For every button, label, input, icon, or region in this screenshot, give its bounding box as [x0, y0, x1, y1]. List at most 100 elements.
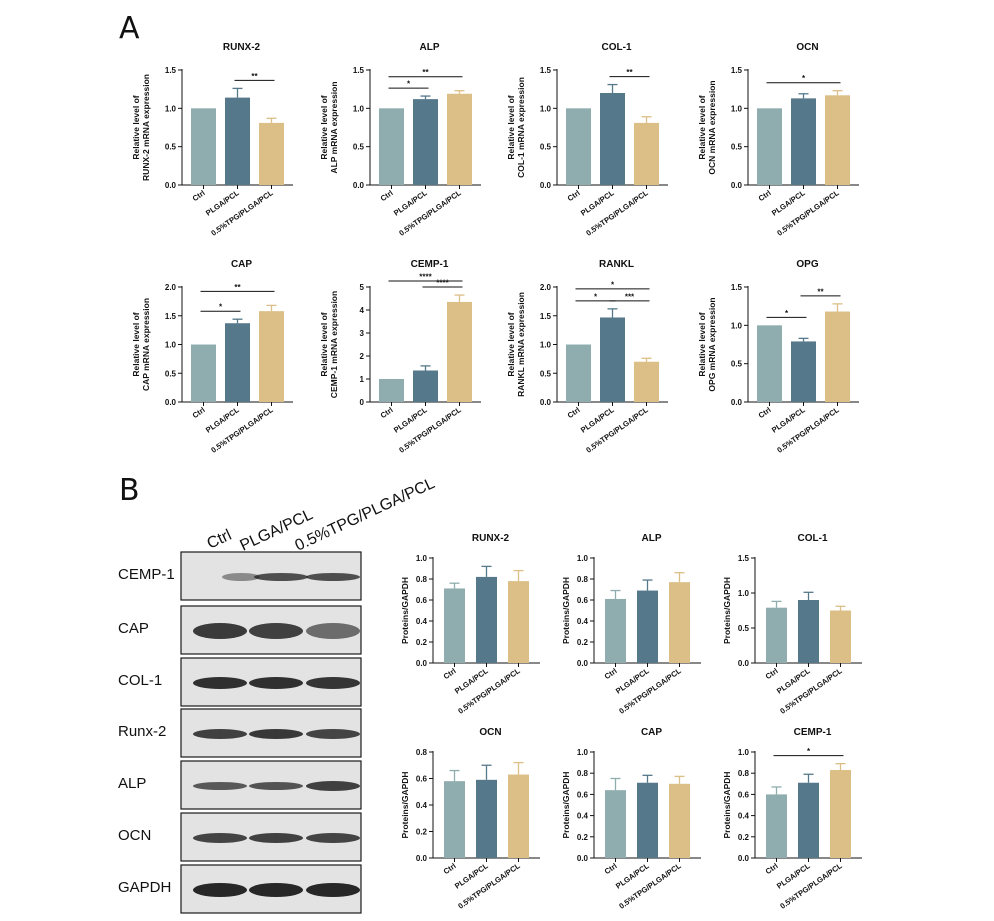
bar-plga-pcl: [476, 576, 497, 663]
blot-row-col-1: COL-1: [118, 657, 362, 707]
y-tick-label: 0.5: [731, 360, 743, 369]
lane-label-ctrl: Ctrl: [205, 527, 235, 553]
chart-cap-12: CAPProteins/GAPDH0.00.20.40.60.81.0CtrlP…: [561, 727, 701, 911]
blot-band: [306, 573, 360, 581]
bar-plga-pcl: [637, 590, 658, 663]
blot-row-runx-2: Runx-2: [118, 708, 362, 758]
blot-label-runx-2: Runx-2: [118, 723, 166, 740]
x-tick-label: Ctrl: [191, 405, 207, 420]
significance-label: **: [251, 72, 258, 81]
lane-label-tpg-plga-pcl: 0.5%TPG/PLGA/PCL: [293, 475, 438, 555]
blot-band: [193, 729, 247, 739]
chart-col-1-10: COL-1Proteins/GAPDH0.00.51.01.5CtrlPLGA/…: [722, 533, 862, 716]
y-tick-label: 0.8: [416, 575, 428, 584]
y-tick-label: 1.5: [540, 312, 552, 321]
y-tick-label: 0.5: [165, 143, 177, 152]
x-tick-label: Ctrl: [442, 861, 458, 876]
chart-opg-7: OPG Relative level ofOPG mRNA expression 0…: [697, 259, 859, 455]
blot-band: [306, 883, 360, 897]
chart-title: COL-1: [798, 533, 828, 544]
bar-ctrl: [566, 344, 591, 402]
y-tick-label: 0.6: [577, 790, 589, 799]
bar-ctrl: [766, 607, 787, 663]
bar-ctrl: [191, 344, 216, 402]
y-tick-label: 1.5: [165, 66, 177, 75]
blot-band: [249, 782, 303, 790]
blot-band: [193, 833, 247, 843]
chart-runx-2-0: RUNX-2 Relative level ofRUNX-2 mRNA expre…: [131, 42, 293, 238]
bar-0-5-tpg-plga-pcl: [825, 95, 850, 185]
significance-label: ****: [419, 273, 432, 282]
bar-plga-pcl: [225, 97, 250, 185]
y-tick-label: 1.0: [353, 104, 365, 113]
significance-label: *: [807, 747, 811, 756]
y-axis-label: Relative level ofALP mRNA expression: [319, 81, 339, 173]
y-tick-label: 4: [360, 306, 365, 315]
blot-band: [306, 729, 360, 739]
y-tick-label: 2.0: [165, 283, 177, 292]
bar-ctrl: [566, 108, 591, 185]
chart-rankl-6: RANKL Relative level ofRANKL mRNA express…: [506, 259, 668, 455]
y-tick-label: 0.5: [540, 143, 552, 152]
y-tick-label: 0.0: [416, 659, 428, 668]
y-axis-label: Proteins/GAPDH: [722, 771, 732, 838]
bar-plga-pcl: [413, 99, 438, 185]
y-tick-label: 2.0: [540, 283, 552, 292]
x-tick-label: Ctrl: [764, 666, 780, 681]
x-tick-label: Ctrl: [566, 405, 582, 420]
y-tick-label: 0.4: [577, 812, 589, 821]
bar-plga-pcl: [476, 779, 497, 858]
y-tick-label: 0.0: [165, 398, 177, 407]
blot-band: [222, 573, 260, 581]
chart-title: RUNX-2: [472, 533, 510, 544]
x-tick-label: 0.5%TPG/PLGA/PCL: [775, 405, 841, 455]
y-tick-label: 3: [360, 329, 365, 338]
y-tick-label: 0.8: [416, 748, 428, 757]
y-tick-label: 0.0: [577, 659, 589, 668]
y-tick-label: 1.0: [540, 104, 552, 113]
x-tick-label: Ctrl: [757, 405, 773, 420]
chart-title: RANKL: [599, 259, 634, 270]
blot-label-alp: ALP: [118, 775, 146, 792]
y-tick-label: 0.8: [738, 769, 750, 778]
y-tick-label: 1.5: [540, 66, 552, 75]
y-tick-label: 1.0: [416, 554, 428, 563]
y-tick-label: 0.4: [416, 801, 428, 810]
y-axis-label: Proteins/GAPDH: [561, 771, 571, 838]
y-tick-label: 0.2: [577, 638, 589, 647]
panel-b-label: B: [119, 473, 140, 508]
y-tick-label: 0.2: [416, 828, 428, 837]
x-tick-label: 0.5%TPG/PLGA/PCL: [209, 405, 275, 455]
y-axis-label: Proteins/GAPDH: [400, 577, 410, 644]
y-tick-label: 0.5: [165, 369, 177, 378]
y-tick-label: 1.0: [731, 104, 743, 113]
bar-0-5-tpg-plga-pcl: [669, 783, 690, 858]
blot-band: [249, 883, 303, 897]
bar-0-5-tpg-plga-pcl: [830, 770, 851, 858]
significance-label: *: [407, 80, 411, 89]
y-tick-label: 0.8: [577, 769, 589, 778]
y-tick-label: 0.0: [738, 659, 750, 668]
bar-plga-pcl: [791, 98, 816, 185]
bar-0-5-tpg-plga-pcl: [634, 122, 659, 185]
western-blot-lane-labels: Ctrl PLGA/PCL 0.5%TPG/PLGA/PCL: [205, 475, 438, 555]
blot-row-alp: ALP: [118, 760, 362, 810]
y-axis-label: Relative level ofOPG mRNA expression: [697, 297, 717, 391]
blot-band: [254, 573, 308, 581]
y-axis-label: Relative level ofRUNX-2 mRNA expression: [131, 74, 151, 181]
significance-label: *: [802, 74, 806, 83]
y-tick-label: 1.5: [165, 312, 177, 321]
y-axis-label: Relative level ofCEMP-1 mRNA expression: [319, 291, 339, 398]
x-tick-label: Ctrl: [764, 861, 780, 876]
chart-title: CAP: [231, 259, 252, 270]
blot-band: [306, 833, 360, 843]
y-tick-label: 0.0: [738, 854, 750, 863]
y-tick-label: 0.0: [731, 398, 743, 407]
blot-band: [249, 729, 303, 739]
y-tick-label: 5: [360, 283, 365, 292]
y-tick-label: 1: [360, 375, 365, 384]
significance-label: *: [594, 292, 598, 301]
blot-row-cemp-1: CEMP-1: [118, 551, 362, 601]
chart-title: COL-1: [602, 42, 632, 53]
